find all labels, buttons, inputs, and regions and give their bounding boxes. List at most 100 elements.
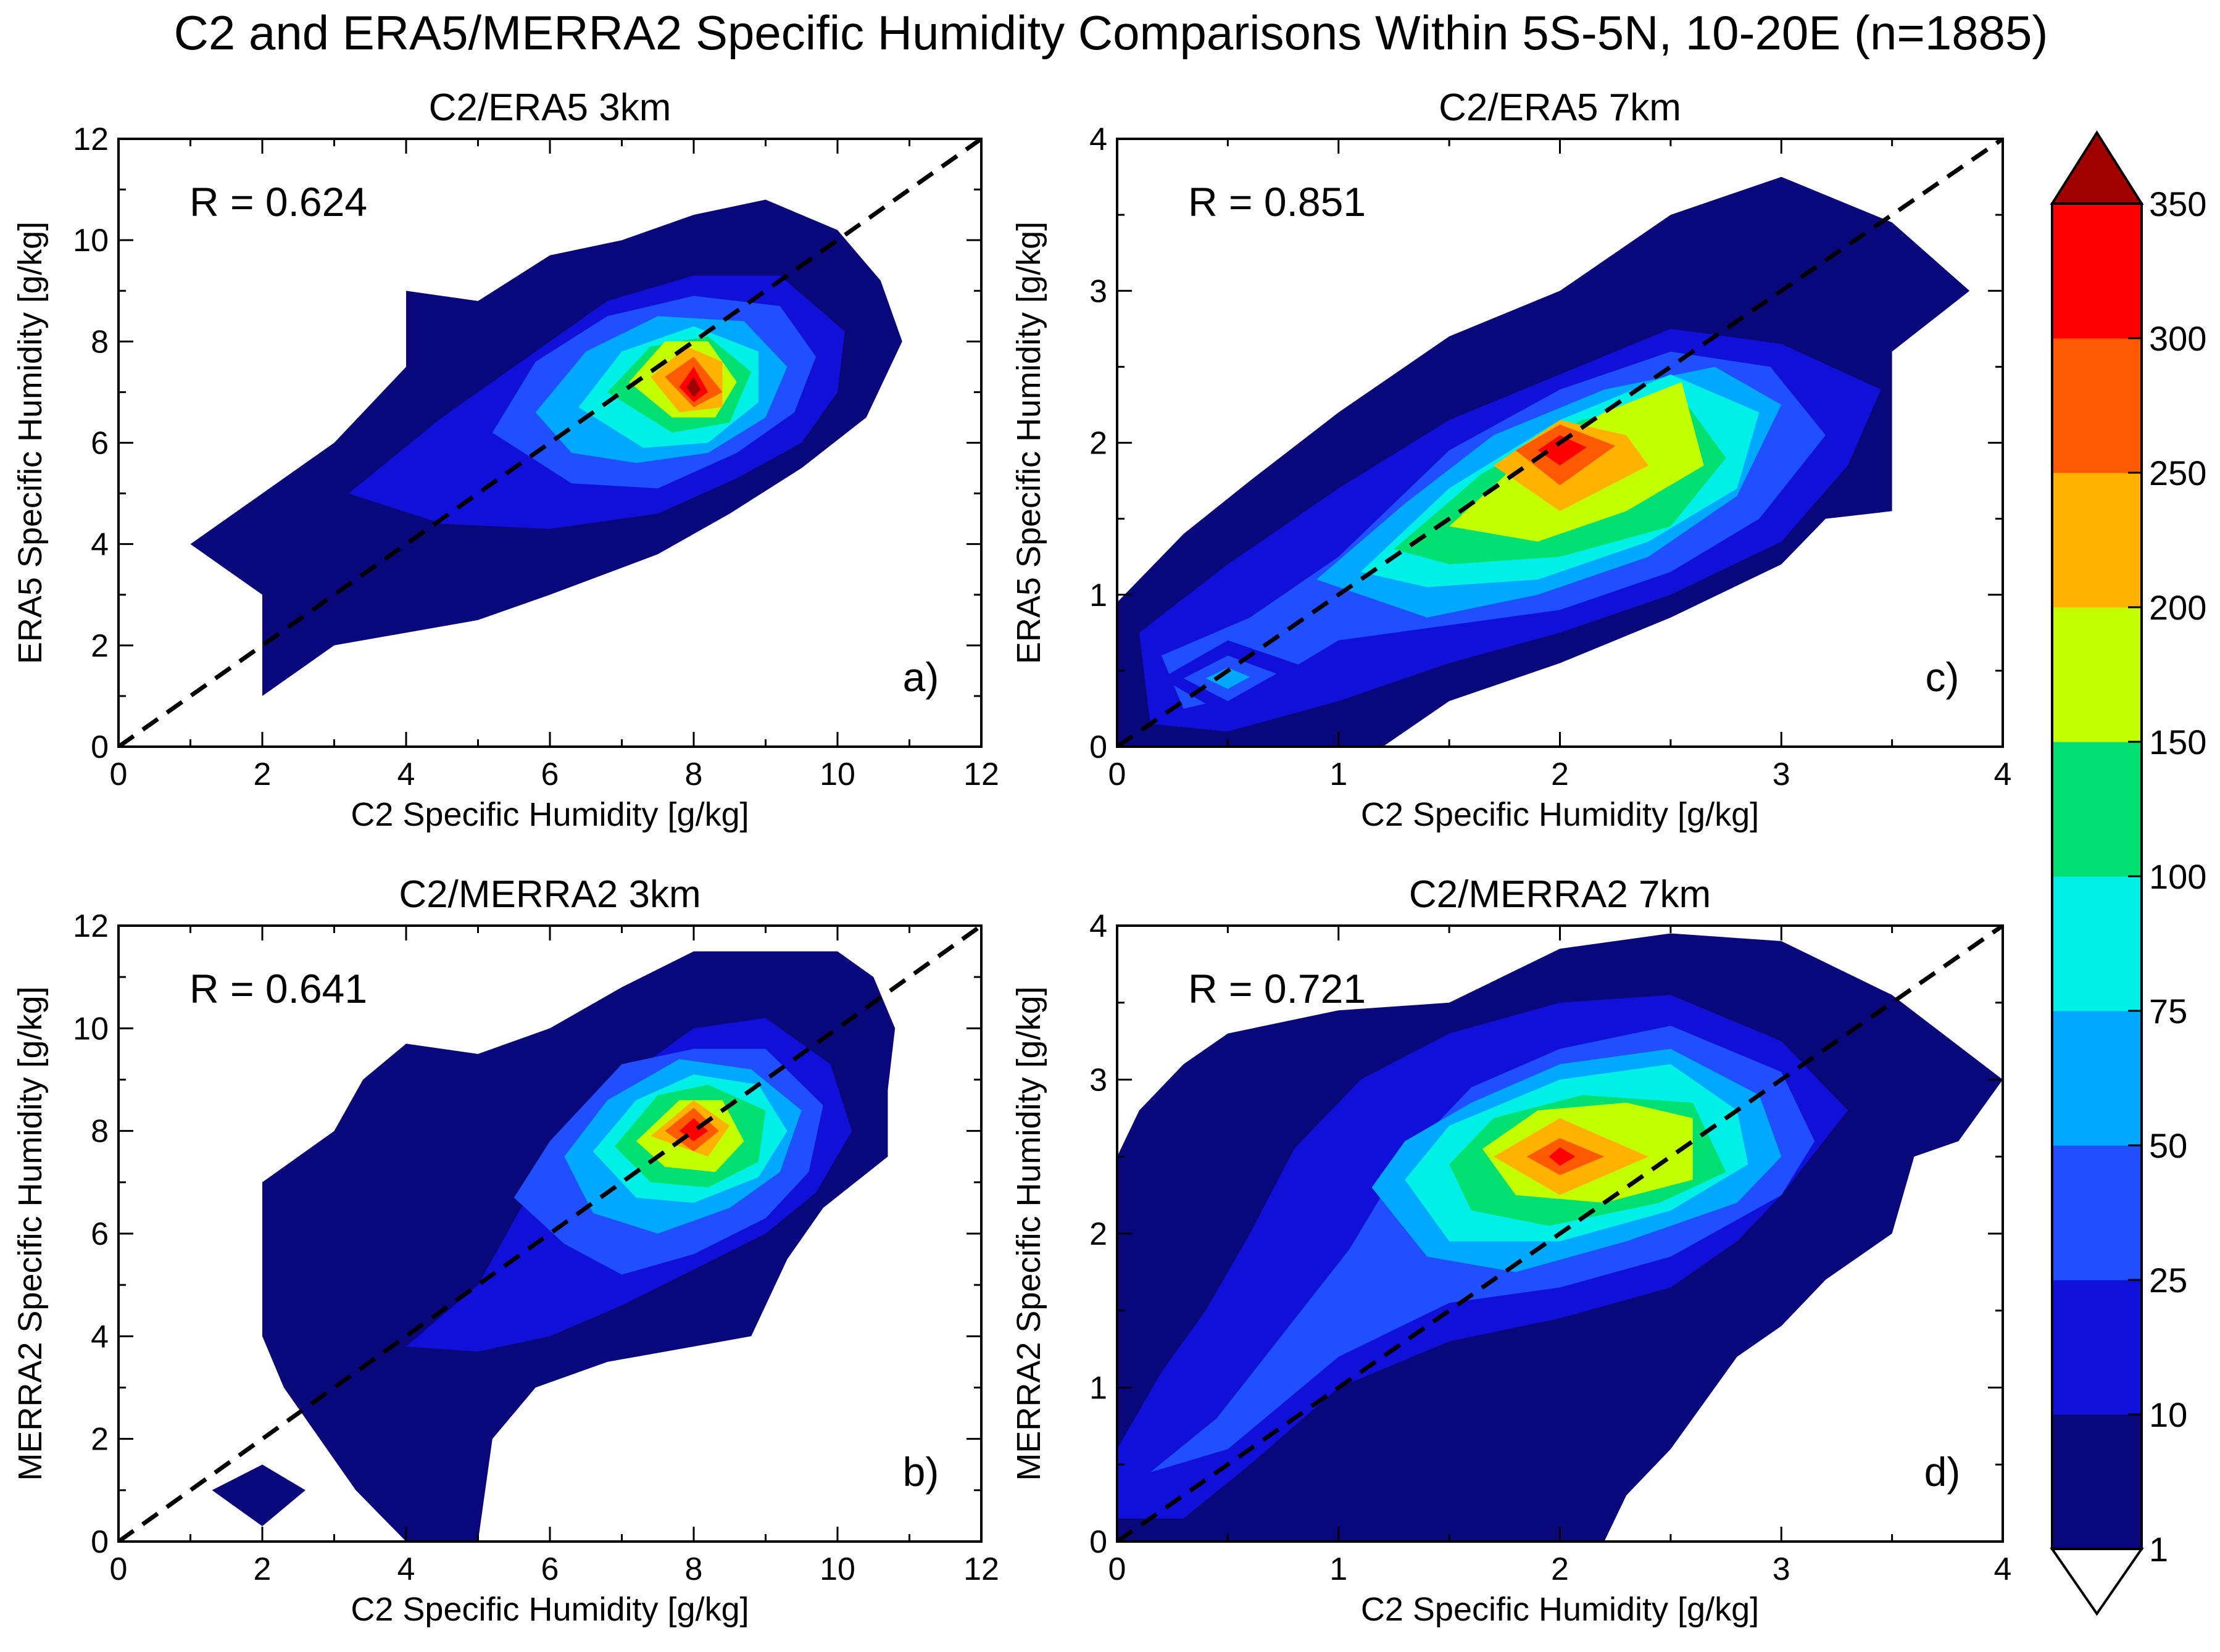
y-tick-label: 6 <box>91 426 109 462</box>
correlation-label: R = 0.641 <box>189 966 367 1011</box>
colorbar-segment <box>2052 338 2142 473</box>
y-axis-label: MERRA2 Specific Humidity [g/kg] <box>12 986 49 1480</box>
y-tick-label: 10 <box>73 223 109 259</box>
x-tick-label: 8 <box>685 1551 703 1587</box>
x-tick-label: 0 <box>110 757 128 792</box>
y-tick-label: 4 <box>1089 908 1107 944</box>
contour-level-9 <box>1537 435 1587 466</box>
y-axis-label: ERA5 Specific Humidity [g/kg] <box>1010 222 1047 664</box>
x-tick-label: 4 <box>397 1551 415 1587</box>
colorbar-tick-label: 350 <box>2149 185 2206 223</box>
y-tick-label: 2 <box>1089 426 1107 462</box>
y-tick-label: 0 <box>91 729 109 765</box>
x-axis-label: C2 Specific Humidity [g/kg] <box>1361 1591 1759 1628</box>
x-tick-label: 2 <box>1551 1551 1569 1587</box>
y-tick-label: 4 <box>1089 122 1107 157</box>
x-tick-label: 0 <box>1108 757 1126 792</box>
contour-level-10 <box>686 376 701 397</box>
colorbar-segment <box>2052 473 2142 608</box>
x-tick-label: 6 <box>541 1551 559 1587</box>
colorbar-tick-label: 150 <box>2149 723 2206 762</box>
colorbar: 1 10 25 50 75 100 150 200 250 300 350 <box>2050 130 2206 1616</box>
correlation-label: R = 0.624 <box>189 179 367 225</box>
colorbar-segment <box>2052 607 2142 742</box>
x-axis-label: C2 Specific Humidity [g/kg] <box>1361 796 1759 833</box>
colorbar-segment <box>2052 742 2142 877</box>
y-tick-label: 10 <box>73 1011 109 1047</box>
contour-fills <box>1117 176 1970 747</box>
correlation-label: R = 0.721 <box>1188 966 1366 1011</box>
y-tick-label: 4 <box>91 527 109 563</box>
y-tick-label: 3 <box>1089 273 1107 309</box>
x-tick-label: 4 <box>397 757 415 792</box>
x-tick-label: 0 <box>110 1551 128 1587</box>
y-tick-label: 8 <box>91 1114 109 1150</box>
colorbar-segment <box>2052 1145 2142 1281</box>
x-tick-label: 0 <box>1108 1551 1126 1587</box>
panel-d-merra2-7km: 0 1 2 3 4 0 1 2 3 4 C2/MERRA2 7km C2 Specific Humid… <box>1010 873 2011 1628</box>
panel-letter: c) <box>1926 654 1960 700</box>
y-tick-label: 3 <box>1089 1063 1107 1098</box>
x-tick-label: 8 <box>685 757 703 792</box>
y-tick-label: 1 <box>1089 578 1107 613</box>
y-tick-label: 0 <box>1089 1524 1107 1560</box>
x-tick-label: 6 <box>541 757 559 792</box>
y-tick-label: 0 <box>91 1524 109 1560</box>
colorbar-tick-label: 25 <box>2149 1261 2187 1300</box>
x-tick-label: 2 <box>1551 757 1569 792</box>
colorbar-tick-label: 10 <box>2149 1395 2187 1434</box>
one-to-one-line <box>1117 926 2003 1542</box>
x-tick-label: 10 <box>820 1551 855 1587</box>
contour-level-3 <box>1205 668 1250 689</box>
y-tick-label: 12 <box>73 908 109 944</box>
figure-title: C2 and ERA5/MERRA2 Specific Humidity Com… <box>174 6 2048 60</box>
x-tick-label: 4 <box>1994 1551 2012 1587</box>
contour-level-9 <box>1549 1147 1576 1166</box>
panel-c-era5-7km: 0 1 2 3 4 0 1 2 3 4 C2/ERA5 7km C2 Specific Humidit… <box>1010 86 2011 833</box>
x-tick-label: 2 <box>254 1551 272 1587</box>
panel-letter: d) <box>1924 1449 1961 1495</box>
panel-letter: b) <box>903 1449 939 1495</box>
colorbar-segment <box>2052 1414 2142 1550</box>
y-tick-label: 2 <box>91 628 109 664</box>
contour-level-0 <box>212 1464 306 1527</box>
x-tick-label: 4 <box>1994 757 2012 792</box>
colorbar-segment <box>2052 1011 2142 1146</box>
x-tick-label: 12 <box>963 1551 999 1587</box>
y-tick-label: 12 <box>73 122 109 157</box>
x-tick-label: 1 <box>1329 1551 1347 1587</box>
colorbar-tick-label: 50 <box>2149 1126 2187 1165</box>
x-axis-label: C2 Specific Humidity [g/kg] <box>351 796 749 833</box>
x-tick-label: 2 <box>254 757 272 792</box>
panel-title: C2/MERRA2 7km <box>1409 873 1711 916</box>
colorbar-segment <box>2052 876 2142 1011</box>
y-tick-label: 6 <box>91 1216 109 1252</box>
y-tick-label: 2 <box>1089 1216 1107 1252</box>
x-axis-label: C2 Specific Humidity [g/kg] <box>351 1591 749 1628</box>
colorbar-segment <box>2052 204 2142 339</box>
panel-title: C2/MERRA2 3km <box>399 873 701 916</box>
y-tick-label: 0 <box>1089 729 1107 765</box>
panel-title: C2/ERA5 3km <box>429 86 671 129</box>
colorbar-tick-label: 1 <box>2149 1530 2168 1569</box>
y-tick-label: 1 <box>1089 1371 1107 1406</box>
x-tick-label: 1 <box>1329 757 1347 792</box>
one-to-one-line <box>1117 139 2003 747</box>
contour-fills <box>212 951 896 1542</box>
colorbar-segment <box>2052 1280 2142 1415</box>
colorbar-underflow-arrow <box>2050 1548 2144 1616</box>
panel-letter: a) <box>903 654 939 700</box>
panel-title: C2/ERA5 7km <box>1439 86 1681 129</box>
y-axis-label: MERRA2 Specific Humidity [g/kg] <box>1010 986 1047 1480</box>
panel-a-era5-3km: 0 2 4 6 8 10 12 0 2 4 6 8 10 12 C2/ERA5 3km C2 Specific… <box>12 86 999 833</box>
colorbar-tick-label: 75 <box>2149 992 2187 1031</box>
x-tick-label: 3 <box>1773 1551 1790 1587</box>
y-tick-label: 8 <box>91 324 109 360</box>
correlation-label: R = 0.851 <box>1188 179 1366 225</box>
panel-b-merra2-3km: 0 2 4 6 8 10 12 0 2 4 6 8 10 12 C2/MERRA2 3km C2 Specif… <box>12 873 999 1628</box>
colorbar-tick-label: 200 <box>2149 588 2206 627</box>
colorbar-overflow-arrow <box>2050 130 2144 205</box>
colorbar-tick-label: 300 <box>2149 319 2206 358</box>
x-tick-label: 10 <box>820 757 855 792</box>
